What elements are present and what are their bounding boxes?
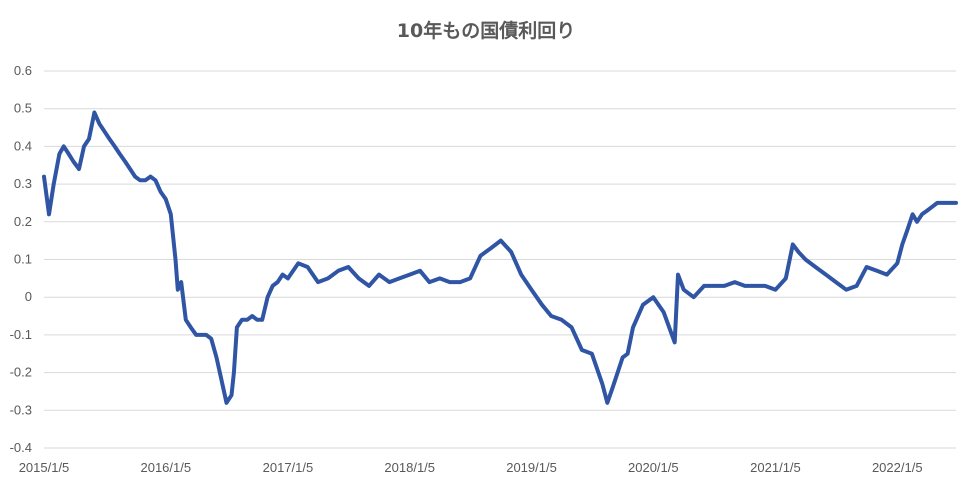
y-tick-label: 0.6 xyxy=(14,63,32,78)
x-tick-label: 2021/1/5 xyxy=(750,460,801,475)
x-tick-label: 2019/1/5 xyxy=(506,460,557,475)
series-line-0 xyxy=(42,110,958,405)
y-tick-label: -0.2 xyxy=(10,365,32,380)
x-tick-label: 2015/1/5 xyxy=(19,460,70,475)
y-tick-label: -0.1 xyxy=(10,327,32,342)
x-tick-label: 2016/1/5 xyxy=(140,460,191,475)
y-tick-label: 0.5 xyxy=(14,101,32,116)
x-tick-label: 2018/1/5 xyxy=(384,460,435,475)
x-tick-label: 2020/1/5 xyxy=(628,460,679,475)
y-tick-label: 0.2 xyxy=(14,214,32,229)
x-tick-label: 2022/1/5 xyxy=(872,460,923,475)
x-tick-label: 2017/1/5 xyxy=(263,460,314,475)
y-tick-label: 0.1 xyxy=(14,252,32,267)
y-tick-label: 0.3 xyxy=(14,176,32,191)
y-tick-label: 0 xyxy=(25,289,32,304)
y-tick-label: -0.3 xyxy=(10,402,32,417)
y-tick-label: -0.4 xyxy=(10,440,32,455)
chart-title: 10年もの国債利回り xyxy=(396,20,576,42)
y-tick-label: 0.4 xyxy=(14,138,32,153)
